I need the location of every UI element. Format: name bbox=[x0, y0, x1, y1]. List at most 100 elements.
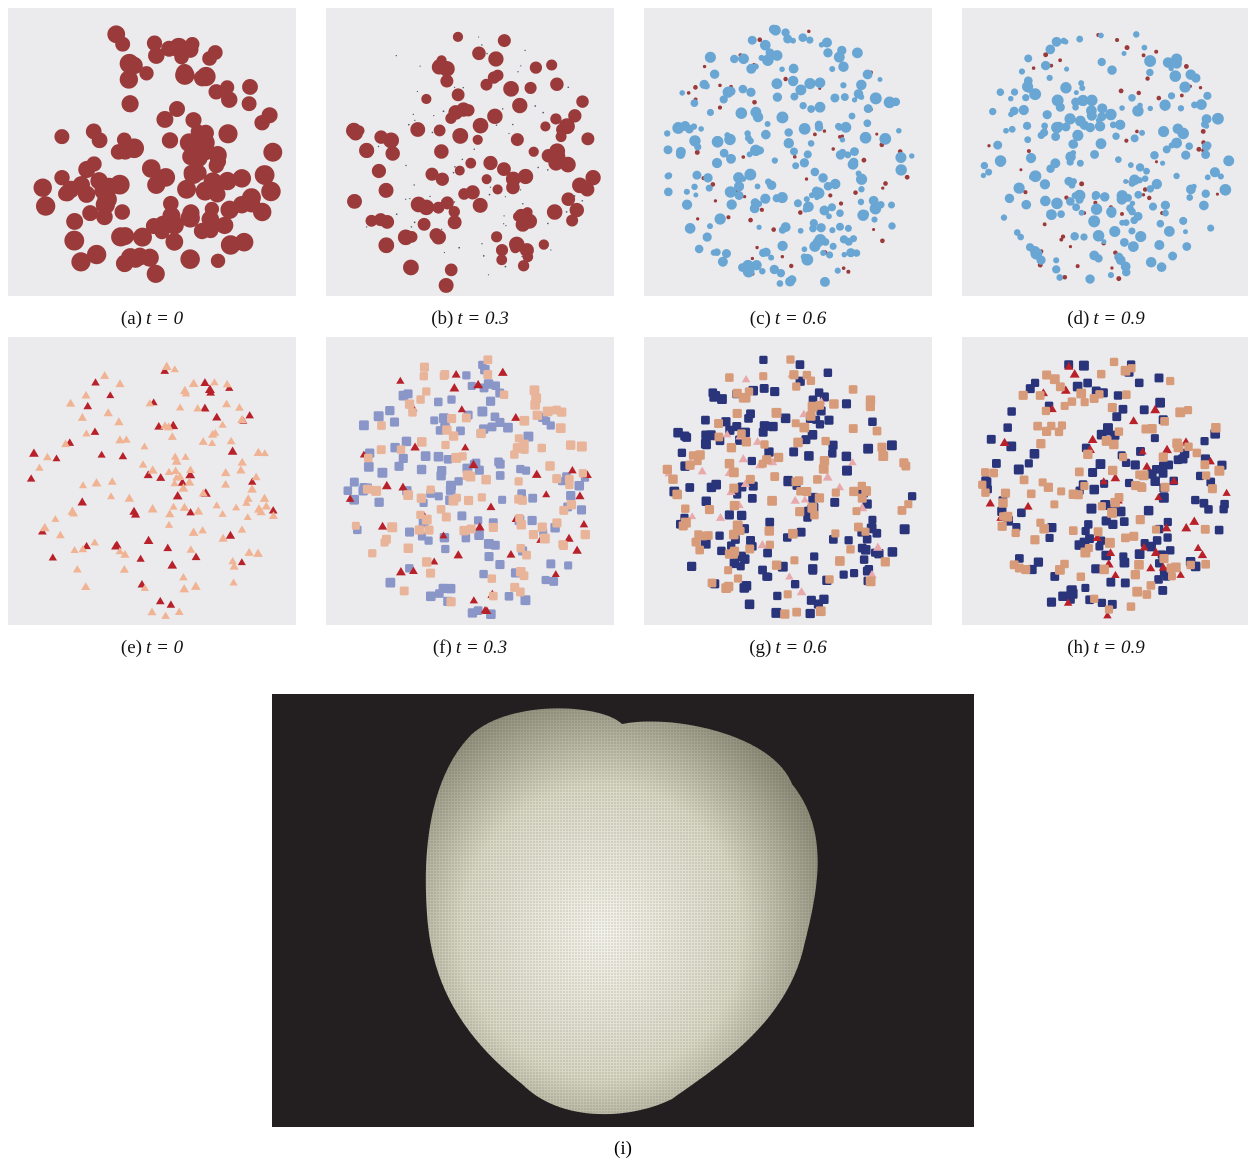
particle bbox=[550, 113, 561, 124]
particle bbox=[755, 183, 761, 189]
particle bbox=[233, 169, 252, 188]
particle bbox=[542, 576, 550, 584]
particle bbox=[1131, 570, 1140, 579]
particle bbox=[40, 523, 50, 531]
particle bbox=[378, 522, 387, 530]
particle bbox=[396, 377, 404, 384]
particle bbox=[715, 531, 723, 539]
particle bbox=[815, 123, 823, 131]
particle bbox=[1041, 61, 1050, 70]
caption-label: (h) bbox=[1067, 637, 1089, 658]
particle bbox=[796, 487, 804, 495]
particle bbox=[1184, 406, 1192, 414]
particle bbox=[385, 406, 394, 415]
particle bbox=[1159, 554, 1168, 563]
particle bbox=[828, 193, 832, 197]
particle bbox=[1105, 538, 1115, 548]
particle bbox=[1099, 565, 1109, 575]
particle bbox=[695, 245, 704, 254]
particle bbox=[524, 50, 525, 51]
particle bbox=[751, 257, 754, 260]
particle bbox=[380, 215, 394, 229]
particle bbox=[846, 248, 855, 257]
particle bbox=[522, 467, 530, 475]
particle bbox=[564, 561, 572, 569]
particle bbox=[790, 147, 798, 155]
particle bbox=[698, 467, 707, 475]
particle bbox=[452, 88, 465, 101]
particle bbox=[372, 164, 386, 178]
particle bbox=[1202, 190, 1210, 198]
particle bbox=[748, 218, 753, 223]
particle bbox=[462, 413, 471, 422]
particle bbox=[790, 496, 799, 504]
particle bbox=[1070, 369, 1080, 377]
particle bbox=[182, 204, 199, 221]
particle bbox=[771, 227, 776, 232]
particle bbox=[114, 417, 123, 425]
particle bbox=[1135, 379, 1144, 388]
particle bbox=[703, 173, 712, 182]
particle bbox=[681, 504, 689, 512]
particle bbox=[830, 498, 839, 507]
particle bbox=[863, 69, 873, 79]
particle bbox=[1131, 460, 1140, 469]
particle bbox=[1083, 379, 1092, 388]
particle bbox=[486, 397, 495, 406]
particle bbox=[815, 493, 824, 502]
particle bbox=[773, 92, 782, 101]
particle bbox=[815, 77, 826, 88]
particle bbox=[664, 130, 670, 136]
particle bbox=[519, 416, 529, 426]
particle bbox=[1003, 423, 1012, 432]
particle bbox=[87, 245, 106, 264]
particle bbox=[1151, 434, 1159, 442]
particle bbox=[884, 97, 896, 109]
particle bbox=[1109, 226, 1120, 237]
particle bbox=[779, 66, 785, 72]
particle bbox=[186, 545, 195, 552]
particle bbox=[1175, 407, 1185, 417]
particle bbox=[870, 92, 882, 104]
particle bbox=[244, 513, 252, 520]
particle bbox=[710, 69, 719, 78]
particle bbox=[736, 527, 744, 535]
particle bbox=[1070, 232, 1079, 241]
particle bbox=[486, 502, 495, 510]
particle bbox=[1155, 374, 1164, 383]
particle bbox=[1173, 173, 1179, 179]
particle bbox=[1142, 193, 1145, 196]
particle bbox=[434, 398, 443, 407]
particle bbox=[1120, 517, 1129, 526]
particle bbox=[520, 65, 521, 66]
particle bbox=[792, 608, 801, 617]
particle bbox=[1164, 518, 1172, 526]
particle bbox=[194, 70, 211, 87]
particle bbox=[992, 459, 1001, 468]
particle bbox=[1154, 240, 1164, 250]
particle bbox=[413, 184, 414, 185]
particle bbox=[816, 420, 824, 428]
particle bbox=[34, 178, 52, 196]
particle bbox=[421, 94, 431, 104]
particle bbox=[1014, 465, 1024, 475]
particle bbox=[823, 129, 826, 132]
particle bbox=[846, 270, 850, 274]
particle bbox=[853, 190, 858, 195]
particle bbox=[117, 132, 132, 147]
particle bbox=[676, 150, 685, 159]
particle bbox=[419, 200, 435, 216]
particle bbox=[746, 475, 755, 484]
particle bbox=[1029, 88, 1041, 100]
particle bbox=[689, 451, 697, 459]
particle bbox=[1042, 407, 1050, 415]
particle bbox=[1212, 113, 1224, 125]
particle bbox=[417, 437, 427, 447]
particle bbox=[1017, 234, 1024, 241]
particle bbox=[1078, 80, 1084, 86]
particle bbox=[860, 132, 872, 144]
particle bbox=[1097, 370, 1105, 378]
particle bbox=[1107, 508, 1117, 518]
particle bbox=[770, 472, 779, 481]
particle bbox=[547, 223, 549, 225]
